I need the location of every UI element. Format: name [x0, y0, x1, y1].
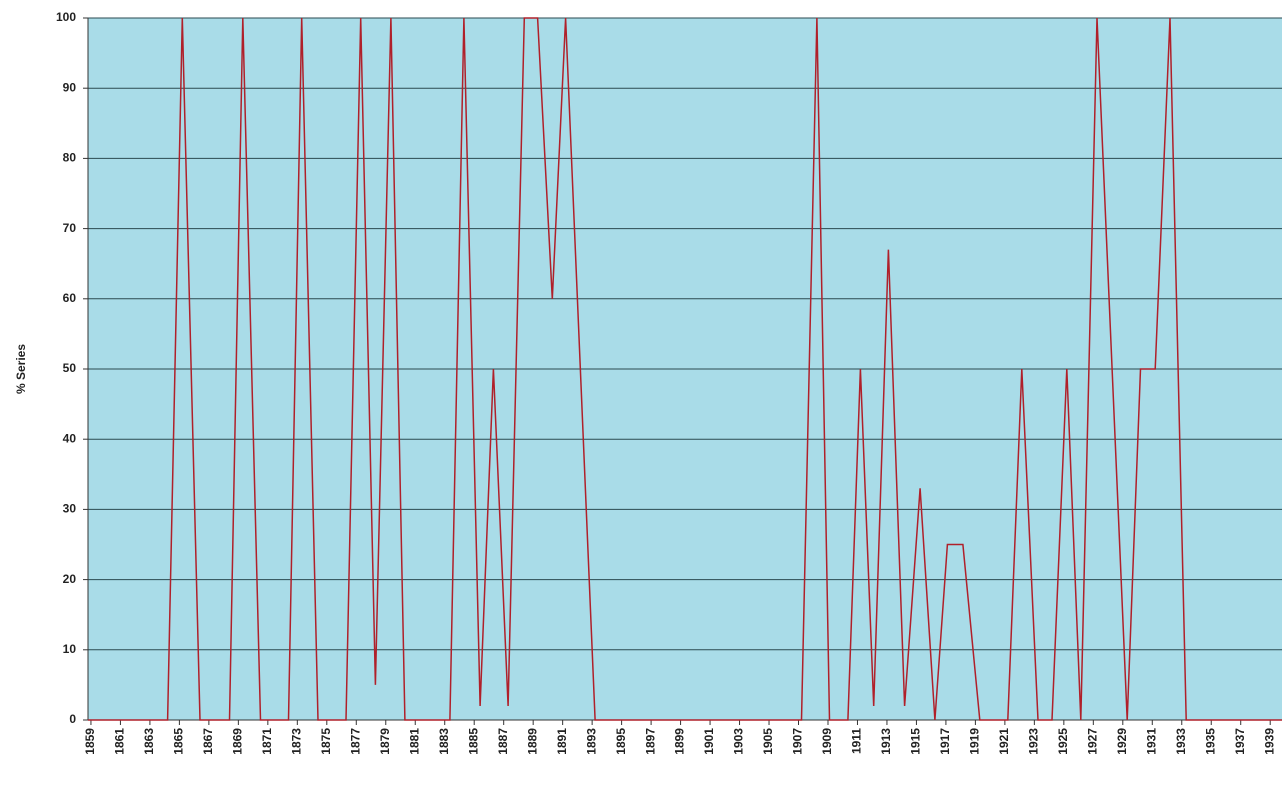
x-tick-label: 1909 [820, 728, 834, 755]
x-tick-label: 1917 [938, 728, 952, 755]
x-tick-label: 1927 [1085, 728, 1099, 755]
x-tick-label: 1903 [732, 728, 746, 755]
x-tick-label: 1913 [879, 728, 893, 755]
x-tick-label: 1935 [1203, 728, 1217, 755]
x-tick-label: 1873 [289, 728, 303, 755]
x-tick-label: 1889 [525, 728, 539, 755]
x-tick-label: 1939 [1262, 728, 1276, 755]
x-tick-label: 1911 [850, 728, 864, 754]
x-tick-label: 1895 [614, 728, 628, 755]
x-tick-label: 1931 [1144, 728, 1158, 755]
x-tick-label: 1929 [1115, 728, 1129, 755]
y-tick-label: 30 [63, 502, 77, 516]
x-tick-label: 1933 [1174, 728, 1188, 755]
y-tick-label: 20 [63, 572, 77, 586]
x-tick-label: 1919 [968, 728, 982, 755]
x-tick-label: 1863 [142, 728, 156, 755]
y-tick-label: 100 [56, 10, 76, 24]
y-tick-label: 80 [63, 151, 77, 165]
x-tick-label: 1881 [407, 728, 421, 755]
x-tick-label: 1879 [378, 728, 392, 755]
x-tick-label: 1907 [791, 728, 805, 755]
x-tick-label: 1883 [437, 728, 451, 755]
x-tick-label: 1877 [348, 728, 362, 755]
y-tick-label: 70 [63, 221, 77, 235]
x-tick-label: 1891 [555, 728, 569, 755]
x-tick-label: 1901 [702, 728, 716, 755]
x-tick-label: 1925 [1056, 728, 1070, 755]
x-tick-label: 1875 [319, 728, 333, 755]
x-tick-label: 1915 [909, 728, 923, 755]
x-tick-label: 1905 [761, 728, 775, 755]
x-tick-label: 1867 [201, 728, 215, 755]
x-tick-label: 1885 [466, 728, 480, 755]
x-tick-label: 1861 [113, 728, 127, 755]
y-tick-label: 0 [69, 712, 76, 726]
x-tick-label: 1921 [997, 728, 1011, 755]
y-axis-label: % Series [14, 344, 28, 394]
y-tick-label: 60 [63, 291, 77, 305]
x-tick-label: 1893 [584, 728, 598, 755]
y-tick-label: 40 [63, 431, 77, 445]
y-tick-label: 90 [63, 80, 77, 94]
x-tick-label: 1937 [1233, 728, 1247, 755]
x-tick-label: 1859 [83, 728, 97, 755]
x-tick-label: 1923 [1027, 728, 1041, 755]
x-tick-label: 1865 [172, 728, 186, 755]
x-tick-label: 1871 [260, 728, 274, 755]
y-tick-label: 10 [63, 642, 77, 656]
x-tick-label: 1887 [496, 728, 510, 755]
x-tick-label: 1899 [673, 728, 687, 755]
x-tick-label: 1869 [231, 728, 245, 755]
x-tick-label: 1897 [643, 728, 657, 755]
series-line [88, 17, 1282, 721]
y-tick-label: 50 [63, 361, 77, 375]
